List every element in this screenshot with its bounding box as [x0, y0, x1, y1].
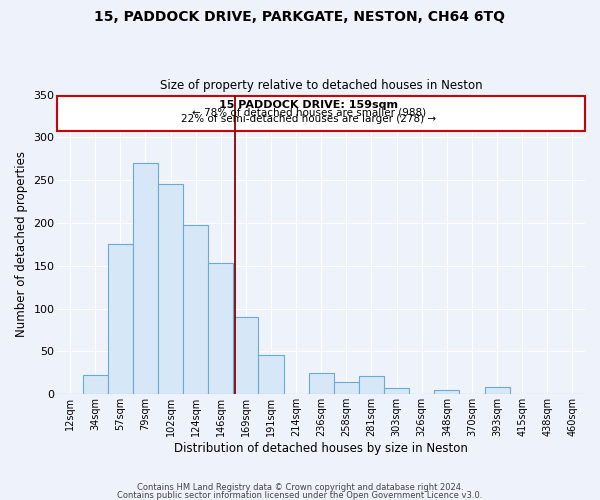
Text: ← 78% of detached houses are smaller (988): ← 78% of detached houses are smaller (98… [191, 108, 426, 118]
Bar [384, 388, 409, 394]
Text: 15 PADDOCK DRIVE: 159sqm: 15 PADDOCK DRIVE: 159sqm [219, 100, 398, 110]
Text: 22% of semi-detached houses are larger (278) →: 22% of semi-detached houses are larger (… [181, 114, 436, 124]
Bar [359, 376, 384, 394]
Bar [83, 374, 108, 394]
Bar [108, 244, 133, 394]
Bar [58, 96, 585, 132]
Bar [308, 373, 334, 394]
Bar [183, 224, 208, 394]
Title: Size of property relative to detached houses in Neston: Size of property relative to detached ho… [160, 79, 482, 92]
Bar [233, 317, 259, 394]
Text: 15, PADDOCK DRIVE, PARKGATE, NESTON, CH64 6TQ: 15, PADDOCK DRIVE, PARKGATE, NESTON, CH6… [95, 10, 505, 24]
Bar [434, 390, 460, 394]
Bar [334, 382, 359, 394]
X-axis label: Distribution of detached houses by size in Neston: Distribution of detached houses by size … [174, 442, 468, 455]
Bar [133, 163, 158, 394]
Bar [208, 264, 233, 394]
Y-axis label: Number of detached properties: Number of detached properties [15, 152, 28, 338]
Bar [158, 184, 183, 394]
Text: Contains public sector information licensed under the Open Government Licence v3: Contains public sector information licen… [118, 490, 482, 500]
Bar [485, 386, 509, 394]
Bar [259, 355, 284, 395]
Text: Contains HM Land Registry data © Crown copyright and database right 2024.: Contains HM Land Registry data © Crown c… [137, 484, 463, 492]
